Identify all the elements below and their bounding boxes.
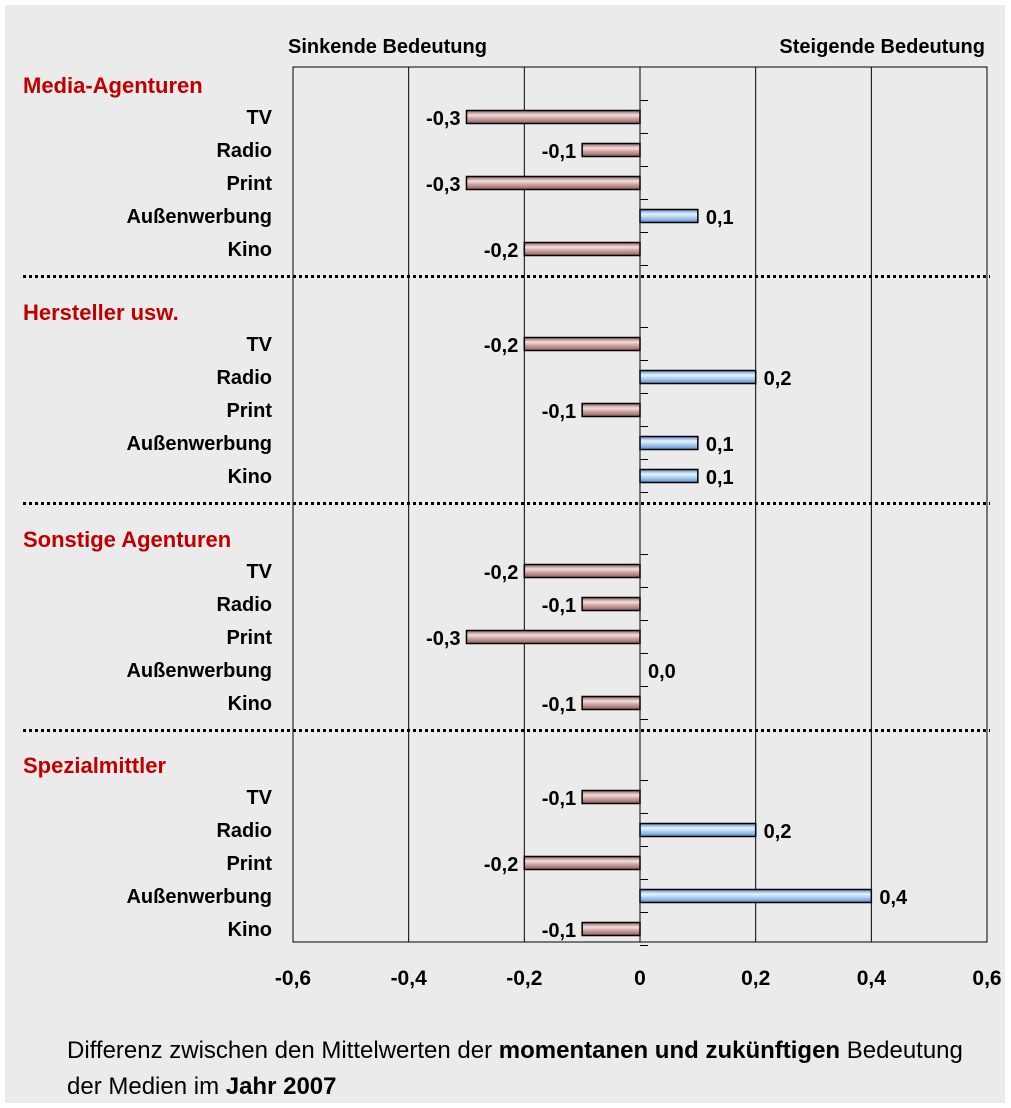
data-label: -0,3 bbox=[426, 174, 460, 196]
data-label: -0,3 bbox=[426, 108, 460, 130]
group-label: Spezialmittler bbox=[23, 753, 166, 778]
category-label: Kino bbox=[228, 693, 272, 715]
bar bbox=[523, 241, 641, 257]
category-label: Kino bbox=[228, 919, 272, 941]
category-label: TV bbox=[246, 334, 272, 356]
data-label: -0,3 bbox=[426, 628, 460, 650]
group-label: Hersteller usw. bbox=[23, 300, 179, 325]
data-label: 0,1 bbox=[706, 467, 734, 489]
group-label: Sonstige Agenturen bbox=[23, 527, 231, 552]
x-tick-label: 0,4 bbox=[857, 967, 887, 990]
caption-bold-1: momentanen und zukünftigen bbox=[498, 1037, 841, 1064]
bar bbox=[465, 109, 641, 125]
x-tick-label: 0,2 bbox=[741, 967, 770, 990]
data-label: -0,2 bbox=[484, 240, 518, 262]
category-label: TV bbox=[246, 787, 272, 809]
chart-caption: Differenz zwischen den Mittelwerten der … bbox=[67, 1033, 967, 1105]
data-label: 0,4 bbox=[879, 887, 908, 909]
x-tick-label: 0,6 bbox=[972, 967, 1001, 990]
data-label: -0,1 bbox=[542, 788, 576, 810]
category-label: Radio bbox=[216, 594, 272, 616]
data-label: 0,1 bbox=[706, 434, 734, 456]
x-tick-label: -0,6 bbox=[275, 967, 311, 990]
data-label: 0,0 bbox=[648, 661, 676, 683]
category-label: Kino bbox=[228, 466, 272, 488]
data-label: 0,1 bbox=[706, 207, 734, 229]
data-label: -0,2 bbox=[484, 335, 518, 357]
header-left: Sinkende Bedeutung bbox=[288, 36, 487, 58]
bar bbox=[581, 402, 641, 418]
data-label: -0,1 bbox=[542, 595, 576, 617]
category-label: TV bbox=[246, 561, 272, 583]
bar bbox=[581, 921, 641, 937]
caption-text-1: Differenz zwischen den Mittelwerten der bbox=[67, 1037, 499, 1064]
chart: -0,6 -0,4 -0,2 0 0,2 0,4 0,6 Sinkende Bedeutung… bbox=[23, 36, 1002, 990]
x-tick-label: -0,2 bbox=[506, 967, 542, 990]
x-tick-label: -0,4 bbox=[391, 967, 428, 990]
bar bbox=[639, 822, 757, 838]
data-label: -0,2 bbox=[484, 562, 518, 584]
data-label: -0,1 bbox=[542, 694, 576, 716]
bar bbox=[523, 563, 641, 579]
category-label: Außenwerbung bbox=[126, 886, 272, 908]
category-label: Außenwerbung bbox=[126, 206, 272, 228]
caption-text-2: Bedeutung der Medien im bbox=[67, 1037, 963, 1100]
chart-frame: -0,6 -0,4 -0,2 0 0,2 0,4 0,6 Sinkende Bedeutung… bbox=[5, 5, 1005, 1103]
data-label: 0,2 bbox=[764, 368, 792, 390]
category-label: Radio bbox=[216, 140, 272, 162]
category-label: Außenwerbung bbox=[126, 433, 272, 455]
category-label: Radio bbox=[216, 820, 272, 842]
bar bbox=[581, 695, 641, 711]
bar bbox=[523, 336, 641, 352]
category-label: Print bbox=[226, 400, 272, 422]
bar bbox=[581, 596, 641, 612]
category-label: Print bbox=[226, 173, 272, 195]
bar bbox=[465, 629, 641, 645]
bar bbox=[639, 208, 699, 224]
category-label: Print bbox=[226, 627, 272, 649]
bar bbox=[639, 888, 873, 904]
data-label: 0,2 bbox=[764, 821, 792, 843]
group-label: Media-Agenturen bbox=[23, 73, 203, 98]
category-label: Außenwerbung bbox=[126, 660, 272, 682]
data-label: -0,1 bbox=[542, 920, 576, 942]
header-right: Steigende Bedeutung bbox=[779, 36, 985, 58]
bar bbox=[581, 789, 641, 805]
category-label: Print bbox=[226, 853, 272, 875]
bar bbox=[581, 142, 641, 158]
caption-bold-2: Jahr 2007 bbox=[225, 1073, 337, 1100]
data-label: -0,2 bbox=[484, 854, 518, 876]
x-tick-label: 0 bbox=[634, 967, 646, 990]
category-label: Kino bbox=[228, 239, 272, 261]
bar bbox=[523, 855, 641, 871]
data-label: -0,1 bbox=[542, 401, 576, 423]
category-label: Radio bbox=[216, 367, 272, 389]
category-label: TV bbox=[246, 107, 272, 129]
bar bbox=[465, 175, 641, 191]
bar bbox=[639, 369, 757, 385]
bar bbox=[639, 435, 699, 451]
data-label: -0,1 bbox=[542, 141, 576, 163]
bar bbox=[639, 468, 699, 484]
